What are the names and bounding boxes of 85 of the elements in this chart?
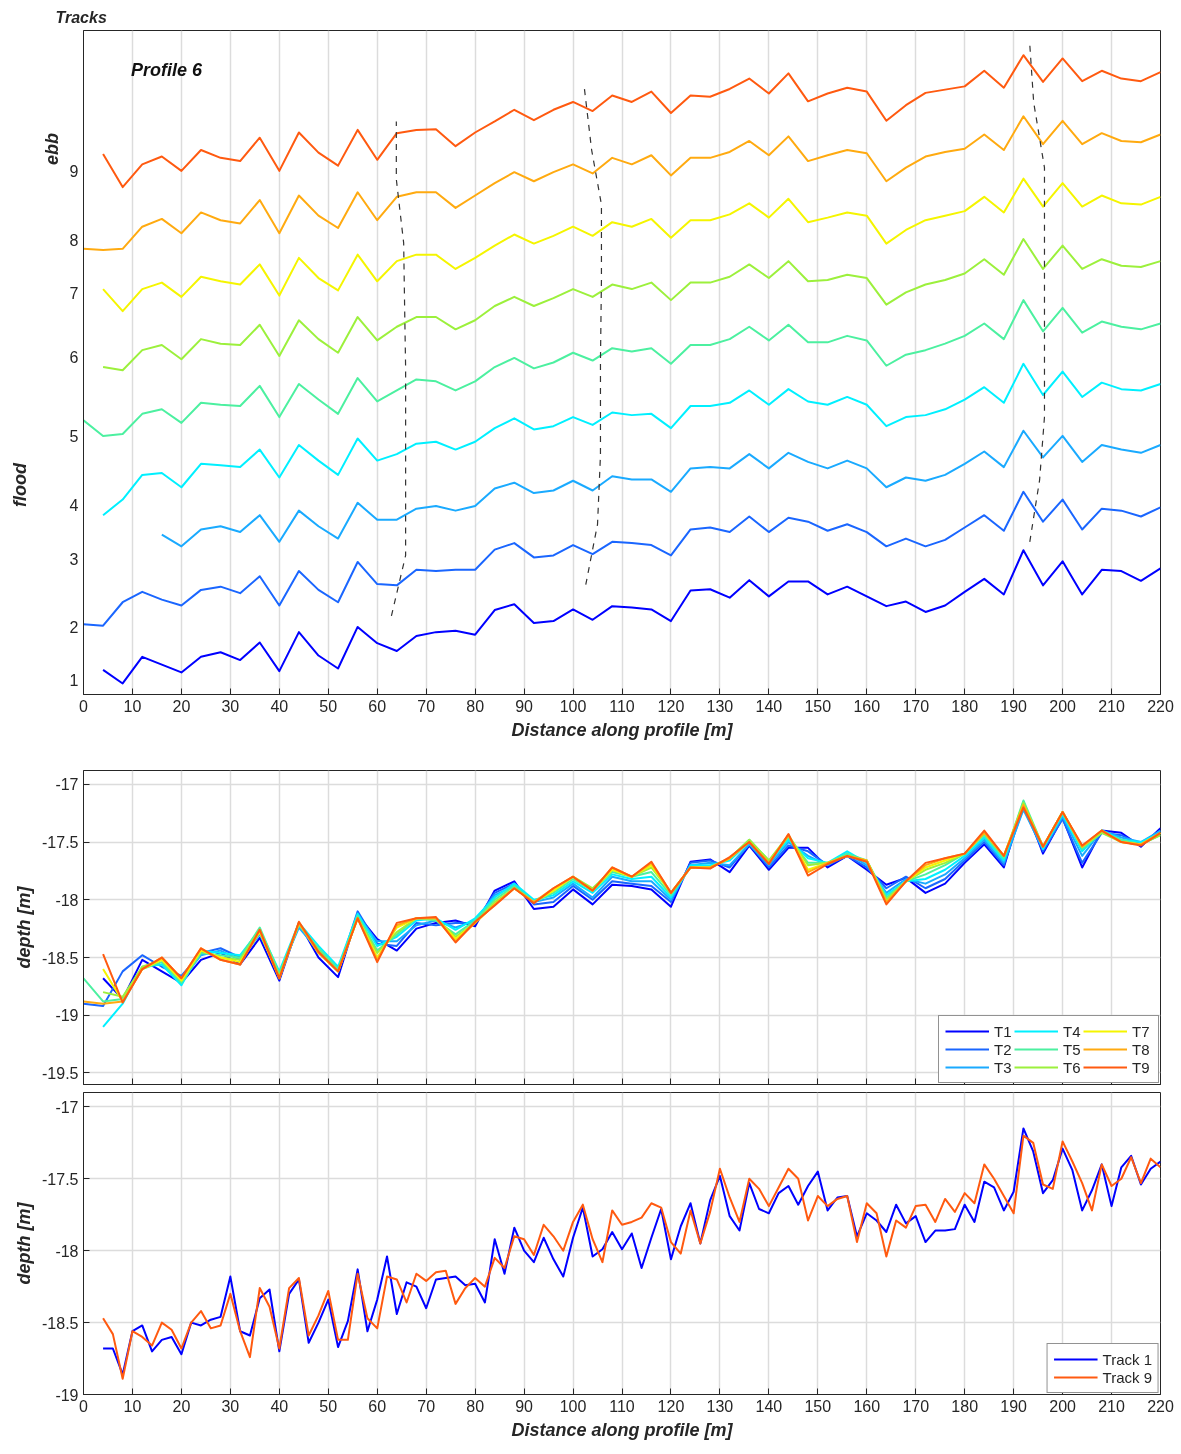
x-tick-label: 80 bbox=[466, 697, 485, 715]
legend-label: T5 bbox=[1063, 1040, 1082, 1058]
legend-label: Track 9 bbox=[1102, 1368, 1152, 1386]
y-tick-label: -18.5 bbox=[42, 949, 79, 967]
legend-label: Track 1 bbox=[1102, 1350, 1152, 1368]
y-axis-title: depth [m] bbox=[14, 885, 35, 969]
x-tick-label: 110 bbox=[609, 1397, 635, 1415]
x-axis-title: Distance along profile [m] bbox=[511, 1419, 734, 1440]
x-tick-label: 200 bbox=[1049, 697, 1077, 715]
x-tick-label: 30 bbox=[221, 1397, 240, 1415]
x-tick-label: 180 bbox=[951, 697, 979, 715]
legend-label: T4 bbox=[1063, 1022, 1082, 1040]
legend-label: T7 bbox=[1132, 1022, 1151, 1040]
x-tick-label: 20 bbox=[172, 1397, 191, 1415]
x-tick-label: 190 bbox=[1000, 1397, 1028, 1415]
x-tick-label: 150 bbox=[804, 1397, 832, 1415]
x-tick-label: 80 bbox=[466, 1397, 485, 1415]
x-tick-label: 90 bbox=[515, 697, 534, 715]
legend-label: T2 bbox=[994, 1040, 1013, 1058]
text: 3 bbox=[69, 550, 79, 568]
x-tick-label: 120 bbox=[657, 697, 685, 715]
x-tick-label: 150 bbox=[804, 697, 832, 715]
legend-label: T1 bbox=[994, 1022, 1013, 1040]
x-tick-label: 10 bbox=[123, 697, 142, 715]
x-tick-label: 70 bbox=[417, 697, 436, 715]
x-tick-label: 170 bbox=[902, 1397, 930, 1415]
y-tick-label: -19.5 bbox=[42, 1064, 79, 1082]
text: flood bbox=[9, 462, 30, 508]
x-tick-label: 170 bbox=[902, 697, 930, 715]
y-tick-label: -17.5 bbox=[42, 1170, 79, 1188]
x-tick-label: 210 bbox=[1098, 1397, 1125, 1415]
x-tick-label: 10 bbox=[123, 1397, 142, 1415]
text: 7 bbox=[69, 284, 79, 302]
x-axis-title: Distance along profile [m] bbox=[511, 719, 734, 740]
x-tick-label: 70 bbox=[417, 1397, 436, 1415]
x-tick-label: 120 bbox=[657, 1397, 685, 1415]
x-tick-label: 50 bbox=[319, 697, 338, 715]
x-tick-label: 140 bbox=[755, 697, 783, 715]
text: ebb bbox=[41, 133, 62, 166]
y-axis-title: Tracks bbox=[55, 8, 107, 26]
y-tick-label: -17.5 bbox=[42, 834, 79, 852]
x-tick-label: 0 bbox=[79, 697, 89, 715]
x-tick-label: 220 bbox=[1147, 1397, 1174, 1415]
x-tick-label: 180 bbox=[951, 1397, 979, 1415]
x-tick-label: 190 bbox=[1000, 697, 1028, 715]
y-tick-label: -18 bbox=[55, 1242, 79, 1260]
text: 1 bbox=[69, 672, 79, 690]
x-tick-label: 130 bbox=[706, 697, 734, 715]
x-tick-label: 100 bbox=[559, 697, 587, 715]
y-tick-label: -19 bbox=[55, 1007, 79, 1025]
annotation: Profile 6 bbox=[130, 60, 203, 81]
legend-label: T8 bbox=[1132, 1040, 1151, 1058]
text: 6 bbox=[69, 348, 79, 366]
x-tick-label: 40 bbox=[270, 697, 289, 715]
x-tick-label: 140 bbox=[755, 1397, 783, 1415]
y-tick-label: -18.5 bbox=[42, 1314, 79, 1332]
x-tick-label: 50 bbox=[319, 1397, 338, 1415]
text: 9 bbox=[69, 163, 79, 181]
x-tick-label: 60 bbox=[368, 697, 387, 715]
text: 2 bbox=[69, 618, 79, 636]
x-tick-label: 60 bbox=[368, 1397, 387, 1415]
x-tick-label: 0 bbox=[79, 1397, 89, 1415]
x-tick-label: 90 bbox=[515, 1397, 534, 1415]
text: 4 bbox=[69, 496, 79, 514]
text: 8 bbox=[69, 231, 79, 249]
y-tick-label: -18 bbox=[55, 891, 79, 909]
x-tick-label: 220 bbox=[1147, 697, 1174, 715]
legend-label: T3 bbox=[994, 1058, 1013, 1076]
x-tick-label: 30 bbox=[221, 697, 240, 715]
text: 5 bbox=[69, 427, 79, 445]
x-tick-label: 100 bbox=[559, 1397, 587, 1415]
x-tick-label: 210 bbox=[1098, 697, 1125, 715]
x-tick-label: 160 bbox=[853, 1397, 881, 1415]
x-tick-label: 200 bbox=[1049, 1397, 1077, 1415]
y-axis-title: depth [m] bbox=[14, 1201, 35, 1285]
y-tick-label: -17 bbox=[55, 1098, 79, 1116]
legend-label: T6 bbox=[1063, 1058, 1082, 1076]
x-tick-label: 110 bbox=[609, 697, 635, 715]
x-tick-label: 20 bbox=[172, 697, 191, 715]
legend-label: T9 bbox=[1132, 1058, 1151, 1076]
y-tick-label: -19 bbox=[55, 1386, 79, 1404]
x-tick-label: 130 bbox=[706, 1397, 734, 1415]
y-tick-label: -17 bbox=[55, 776, 79, 794]
x-tick-label: 40 bbox=[270, 1397, 289, 1415]
x-tick-label: 160 bbox=[853, 697, 881, 715]
